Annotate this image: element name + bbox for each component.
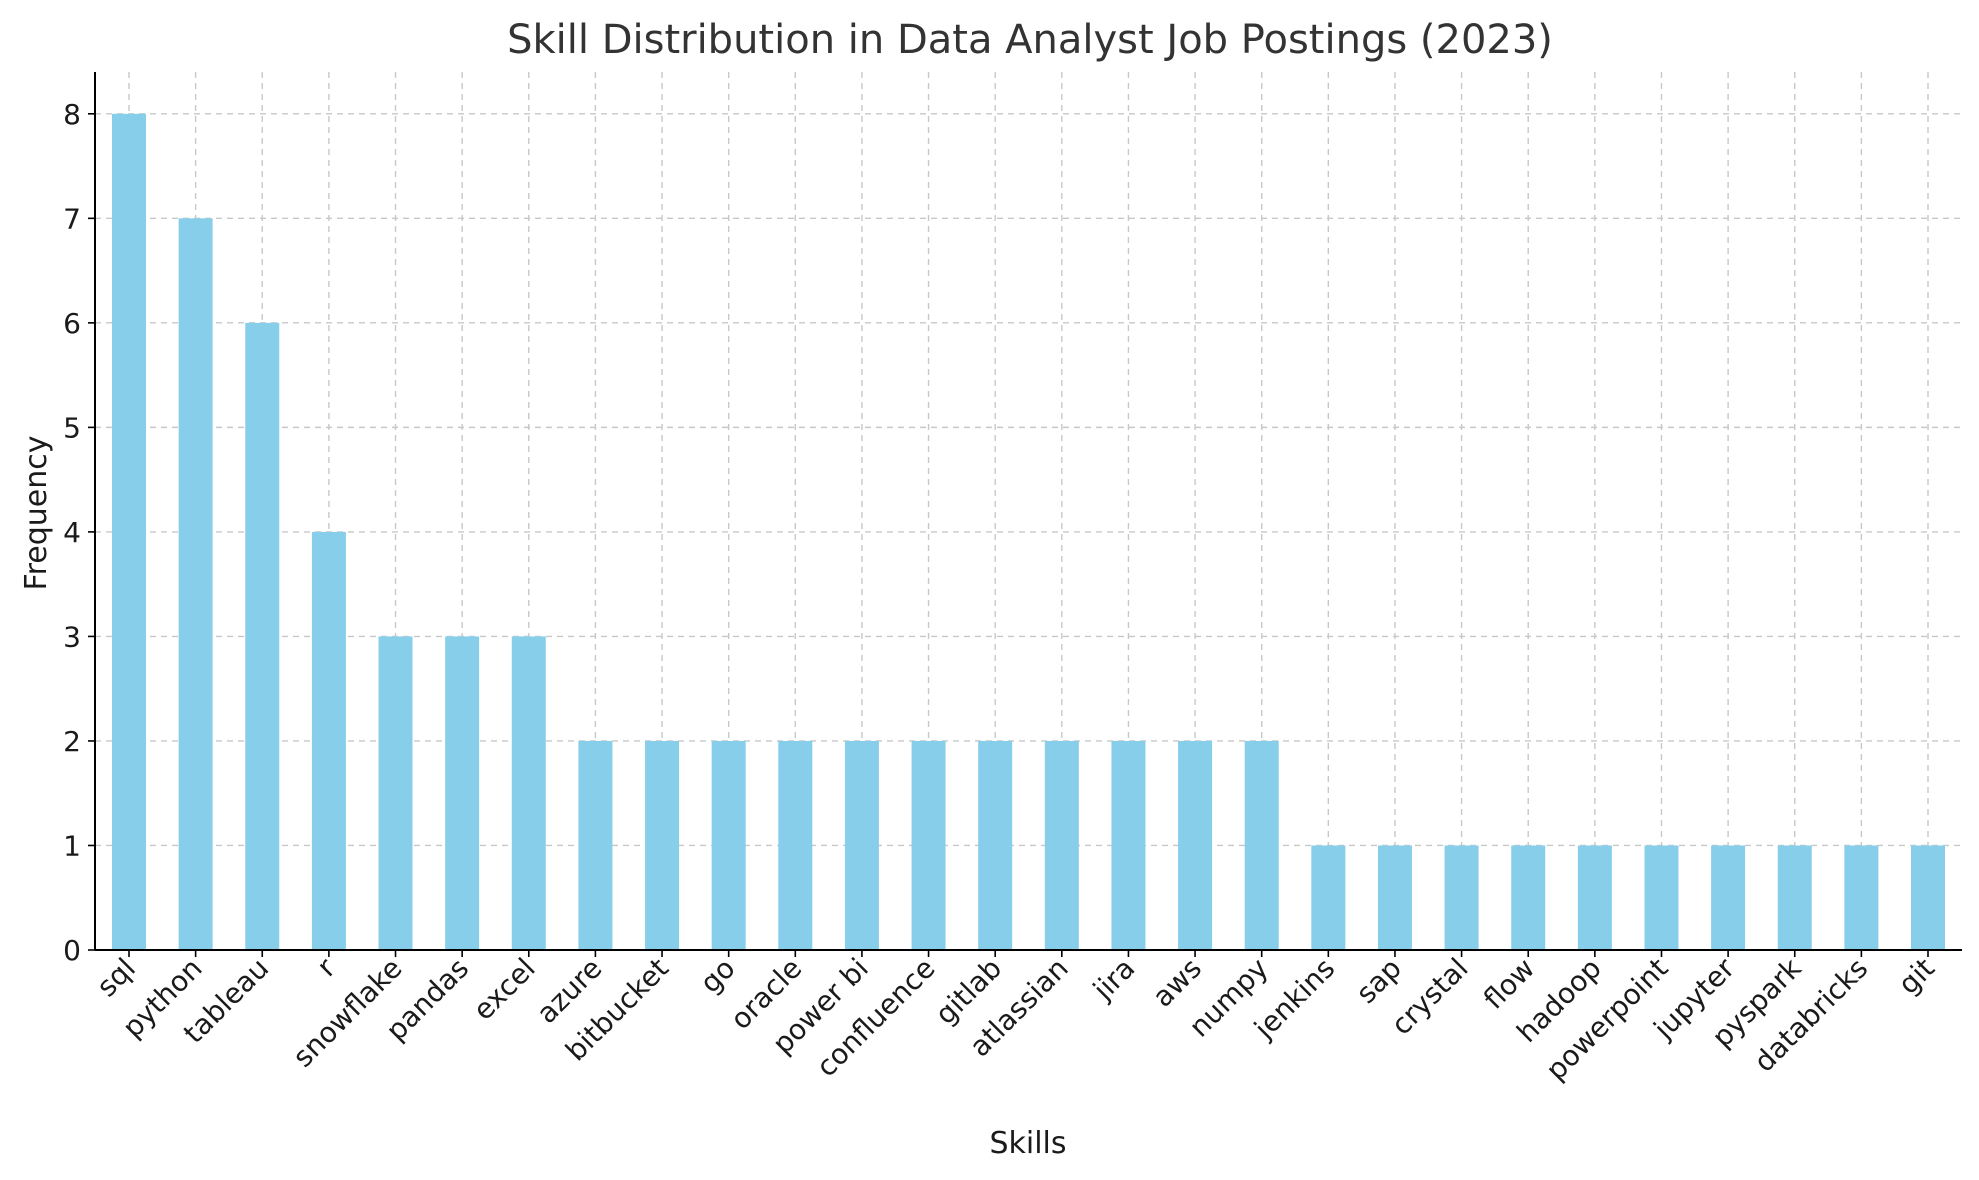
y-tick-label: 6 (63, 307, 81, 340)
y-axis-label: Frequency (19, 436, 54, 591)
bar-pyspark (1777, 845, 1812, 950)
bar-python (178, 218, 213, 951)
y-tick-label: 2 (63, 725, 81, 758)
bar-powerpoint (1644, 845, 1679, 950)
bar-git (1911, 845, 1945, 950)
y-tick-label: 3 (63, 620, 81, 653)
y-tick-label: 0 (63, 934, 81, 967)
bar-crystal (1444, 845, 1479, 950)
y-ticks: 0 1 2 3 4 5 6 7 8 (63, 98, 95, 967)
bar-r (311, 531, 346, 950)
bar-numpy (1244, 740, 1279, 950)
x-tick-label: go (694, 952, 742, 1000)
x-tick-label: r (310, 951, 342, 983)
axes (94, 72, 1962, 951)
bar-flow (1511, 845, 1546, 950)
bars (112, 113, 1945, 951)
x-tick-label: excel (467, 952, 542, 1027)
bar-gitlab (978, 740, 1013, 950)
bar-go (711, 740, 746, 950)
y-tick-label: 5 (63, 411, 81, 444)
bar-sap (1377, 845, 1412, 950)
bar-jira (1111, 740, 1146, 950)
y-tick-label: 1 (63, 829, 81, 862)
bar-power-bi (844, 740, 879, 950)
x-tick-label: crystal (1385, 952, 1475, 1042)
bar-tableau (245, 322, 280, 950)
bar-databricks (1844, 845, 1879, 950)
x-tick-label: sap (1350, 952, 1408, 1010)
y-tick-label: 4 (63, 516, 81, 549)
bar-jupyter (1711, 845, 1746, 950)
x-tick-label: jira (1086, 952, 1141, 1007)
bar-azure (578, 740, 613, 950)
x-tick-label: git (1892, 952, 1941, 1001)
bar-snowflake (378, 636, 413, 950)
bar-excel (511, 636, 546, 950)
bar-atlassian (1044, 740, 1079, 950)
bar-sql (112, 113, 146, 951)
bar-pandas (445, 636, 480, 950)
bar-aws (1178, 740, 1213, 950)
x-tick-label: sql (90, 952, 142, 1004)
bar-confluence (911, 740, 946, 950)
bar-oracle (778, 740, 813, 950)
bar-bitbucket (645, 740, 680, 950)
bar-jenkins (1311, 845, 1346, 950)
grid (95, 72, 1962, 951)
y-tick-label: 8 (63, 98, 81, 131)
chart-title: Skill Distribution in Data Analyst Job P… (507, 17, 1553, 63)
y-tick-label: 7 (63, 202, 81, 235)
x-axis-label: Skills (989, 1126, 1066, 1161)
bar-hadoop (1577, 845, 1612, 950)
